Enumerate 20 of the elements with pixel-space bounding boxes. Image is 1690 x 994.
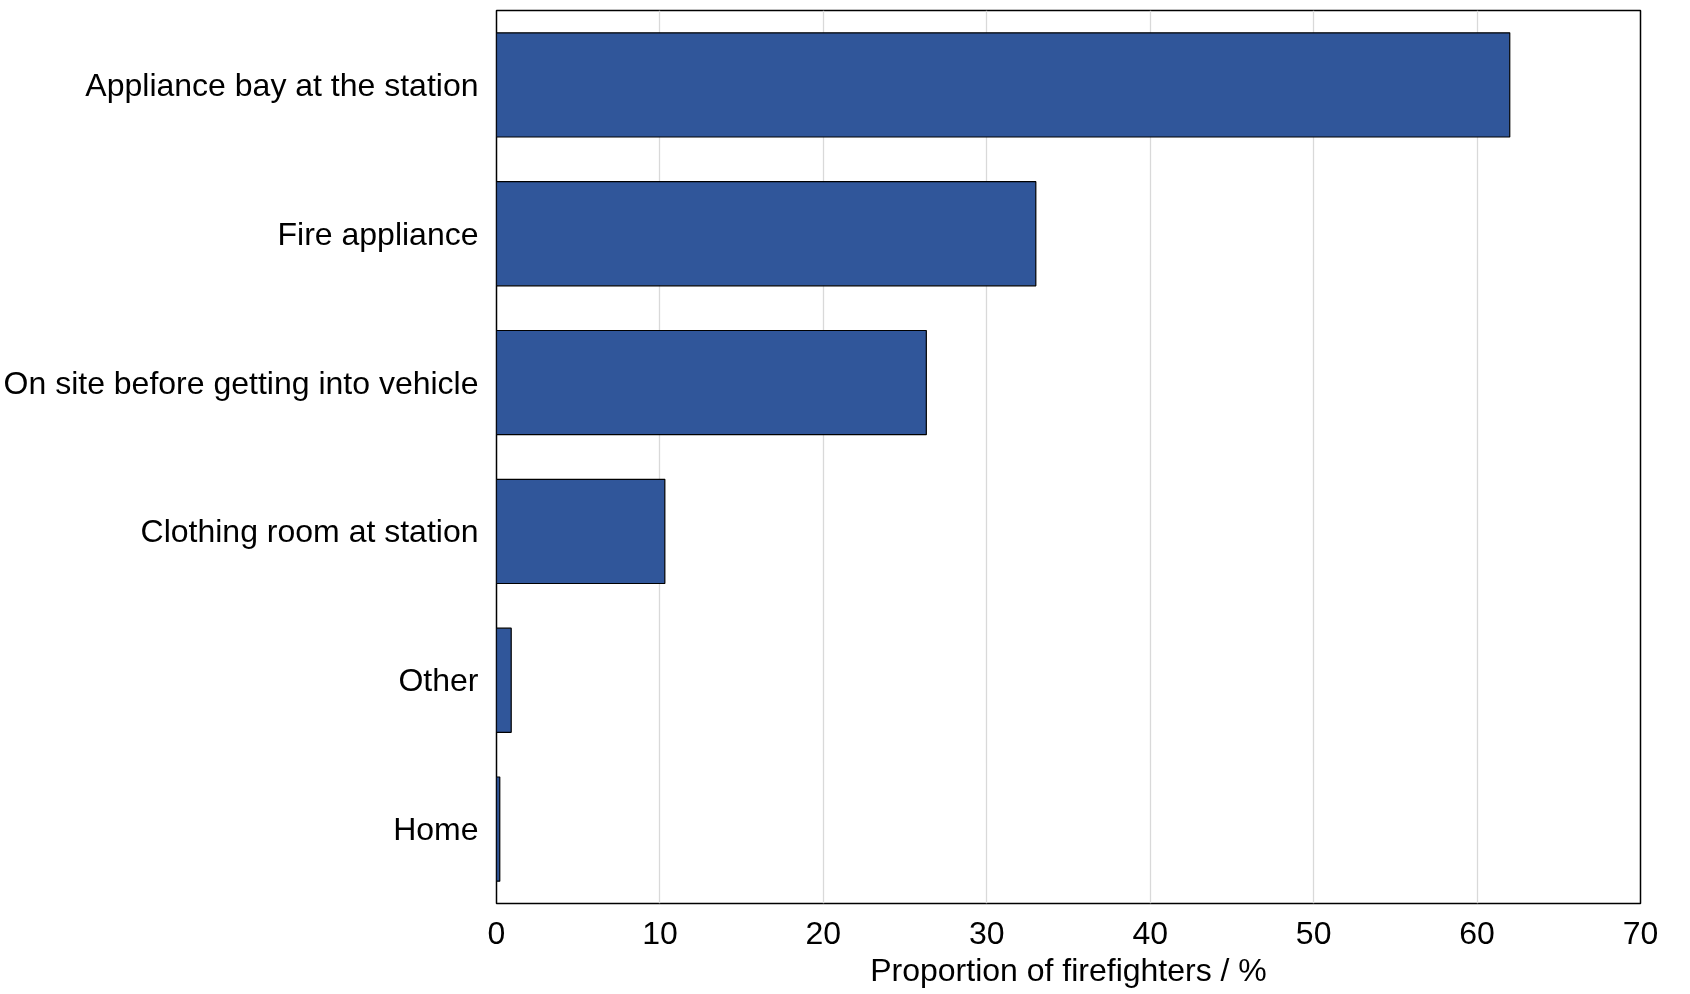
- y-tick-label: Home: [393, 811, 479, 848]
- x-axis-title: Proportion of firefighters / %: [870, 951, 1267, 988]
- bar: [496, 478, 666, 585]
- y-tick-label: Clothing room at station: [140, 513, 479, 550]
- x-tick-label: 70: [1622, 914, 1659, 951]
- x-tick-label: 30: [968, 914, 1005, 951]
- y-tick-label: On site before getting into vehicle: [3, 364, 479, 401]
- x-tick-label: 0: [487, 914, 506, 951]
- x-tick-label: 40: [1132, 914, 1169, 951]
- bar: [496, 32, 1511, 138]
- x-tick-label: 60: [1459, 914, 1495, 951]
- y-tick-label: Appliance bay at the station: [85, 66, 479, 103]
- y-tick-label: Fire appliance: [277, 215, 479, 252]
- bar: [496, 329, 927, 436]
- bar: [496, 627, 512, 733]
- y-tick-label: Other: [398, 662, 479, 699]
- x-tick-label: 10: [642, 914, 678, 951]
- x-tick-label: 50: [1295, 914, 1332, 951]
- bar: [496, 181, 1037, 287]
- x-tick-label: 20: [805, 914, 842, 951]
